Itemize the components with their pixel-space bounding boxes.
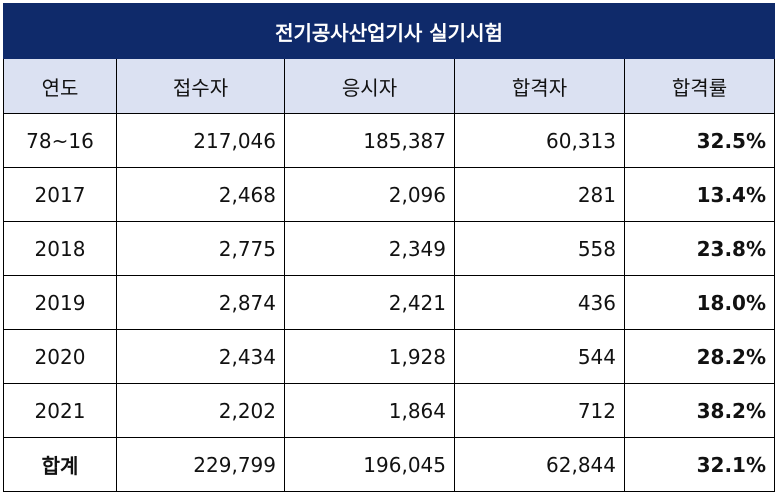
cell-pass-rate: 23.8% — [624, 221, 775, 276]
total-label: 합계 — [3, 437, 117, 492]
cell-examinees: 185,387 — [284, 113, 455, 168]
cell-year: 78~16 — [3, 113, 117, 168]
cell-examinees: 2,349 — [284, 221, 455, 276]
total-passers: 62,844 — [454, 437, 625, 492]
table-row: 2020 2,434 1,928 544 28.2% — [3, 329, 775, 384]
total-pass-rate: 32.1% — [624, 437, 775, 492]
cell-passers: 712 — [454, 383, 625, 438]
cell-year: 2018 — [3, 221, 117, 276]
cell-passers: 60,313 — [454, 113, 625, 168]
table-row: 2019 2,874 2,421 436 18.0% — [3, 275, 775, 330]
header-examinees: 응시자 — [284, 58, 455, 114]
header-year: 연도 — [3, 58, 117, 114]
cell-passers: 558 — [454, 221, 625, 276]
cell-year: 2020 — [3, 329, 117, 384]
table-title-row: 전기공사산업기사 실기시험 — [3, 3, 775, 59]
cell-examinees: 1,928 — [284, 329, 455, 384]
table-title: 전기공사산업기사 실기시험 — [3, 3, 775, 59]
cell-applicants: 2,202 — [116, 383, 285, 438]
header-applicants: 접수자 — [116, 58, 285, 114]
cell-year: 2021 — [3, 383, 117, 438]
table-row: 2021 2,202 1,864 712 38.2% — [3, 383, 775, 438]
total-applicants: 229,799 — [116, 437, 285, 492]
cell-pass-rate: 32.5% — [624, 113, 775, 168]
cell-applicants: 2,468 — [116, 167, 285, 222]
cell-applicants: 217,046 — [116, 113, 285, 168]
cell-applicants: 2,775 — [116, 221, 285, 276]
table-total-row: 합계 229,799 196,045 62,844 32.1% — [3, 437, 775, 492]
header-passers: 합격자 — [454, 58, 625, 114]
cell-applicants: 2,434 — [116, 329, 285, 384]
exam-stats-table: 전기공사산업기사 실기시험 연도 접수자 응시자 합격자 합격률 78~16 2… — [3, 3, 775, 492]
cell-examinees: 2,421 — [284, 275, 455, 330]
table-row: 78~16 217,046 185,387 60,313 32.5% — [3, 113, 775, 168]
table-header-row: 연도 접수자 응시자 합격자 합격률 — [3, 58, 775, 114]
cell-passers: 544 — [454, 329, 625, 384]
cell-year: 2019 — [3, 275, 117, 330]
table-row: 2018 2,775 2,349 558 23.8% — [3, 221, 775, 276]
header-pass-rate: 합격률 — [624, 58, 775, 114]
cell-examinees: 2,096 — [284, 167, 455, 222]
cell-passers: 436 — [454, 275, 625, 330]
cell-year: 2017 — [3, 167, 117, 222]
cell-pass-rate: 13.4% — [624, 167, 775, 222]
total-examinees: 196,045 — [284, 437, 455, 492]
table-row: 2017 2,468 2,096 281 13.4% — [3, 167, 775, 222]
cell-pass-rate: 38.2% — [624, 383, 775, 438]
cell-pass-rate: 28.2% — [624, 329, 775, 384]
cell-applicants: 2,874 — [116, 275, 285, 330]
cell-examinees: 1,864 — [284, 383, 455, 438]
cell-pass-rate: 18.0% — [624, 275, 775, 330]
cell-passers: 281 — [454, 167, 625, 222]
